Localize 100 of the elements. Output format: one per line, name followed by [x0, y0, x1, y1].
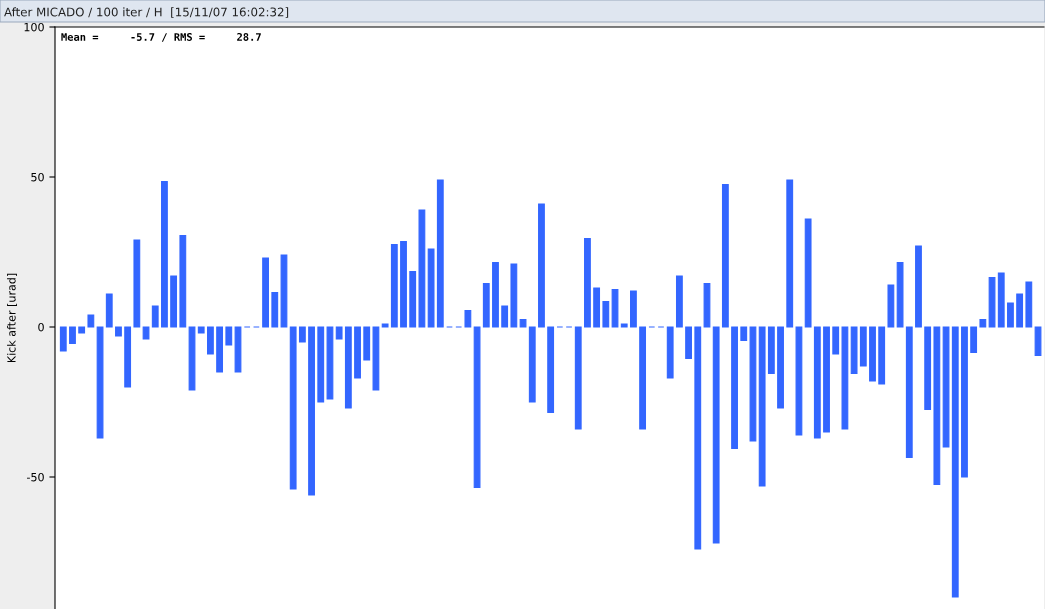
bar — [997, 272, 1005, 328]
bar — [979, 318, 987, 328]
bar — [528, 326, 536, 403]
bar — [878, 326, 886, 385]
y-tick-label: 100 — [24, 22, 44, 32]
bar — [464, 309, 472, 328]
bar — [225, 326, 233, 346]
bar — [179, 234, 187, 328]
bar — [666, 326, 674, 379]
bar — [905, 326, 913, 459]
bar — [289, 326, 297, 490]
bar — [427, 248, 435, 328]
bar — [69, 326, 76, 345]
bar — [712, 326, 720, 544]
bar — [869, 326, 876, 382]
bar — [372, 326, 380, 391]
bar — [694, 326, 702, 550]
bar — [933, 326, 941, 486]
bar — [620, 323, 628, 328]
bar — [859, 326, 867, 367]
bar — [519, 318, 527, 328]
bar — [1034, 326, 1042, 357]
bar — [271, 291, 279, 328]
bar — [298, 326, 306, 343]
bar — [115, 326, 122, 337]
bar — [887, 284, 895, 328]
bar — [602, 300, 610, 328]
bar — [721, 183, 729, 328]
bar — [896, 261, 904, 328]
bar — [786, 179, 794, 328]
bar — [675, 275, 683, 328]
bar — [584, 237, 591, 328]
bar — [804, 218, 812, 328]
bar — [740, 326, 748, 342]
bar — [308, 326, 315, 496]
bar — [501, 305, 509, 328]
annotation: Mean = -5.7 / RMS = 28.7 — [61, 33, 261, 42]
bar — [216, 326, 224, 373]
bar — [758, 326, 766, 487]
bar — [823, 326, 830, 433]
bar — [161, 180, 168, 328]
bar — [795, 326, 803, 436]
bar — [78, 326, 86, 334]
bar — [988, 276, 996, 328]
y-axis-title: Kick after [urad] — [7, 273, 17, 363]
bar — [813, 326, 821, 439]
bar — [262, 257, 269, 328]
bar — [749, 326, 757, 442]
bar — [951, 326, 959, 598]
bar — [970, 326, 978, 354]
bar — [96, 326, 104, 439]
bar — [418, 209, 426, 328]
bar — [777, 326, 784, 409]
y-tick-label: 0 — [38, 322, 44, 332]
bar — [105, 293, 113, 328]
bar — [767, 326, 775, 375]
bar — [850, 326, 858, 375]
bar — [142, 326, 150, 340]
bar — [87, 314, 95, 328]
bar — [363, 326, 371, 361]
bar — [344, 326, 352, 409]
bar — [731, 326, 738, 450]
bar — [961, 326, 968, 478]
bar — [354, 326, 361, 379]
bar — [335, 326, 343, 340]
bar — [1007, 302, 1014, 328]
bar — [703, 282, 711, 328]
bar — [317, 326, 325, 403]
bar — [915, 245, 922, 328]
bar — [538, 203, 545, 328]
bar — [188, 326, 196, 391]
bar — [547, 326, 555, 414]
bar — [400, 240, 407, 328]
bar — [1016, 293, 1024, 328]
bar — [133, 239, 141, 328]
y-tick-label: 50 — [31, 172, 44, 182]
bar — [473, 326, 481, 489]
bar — [436, 179, 444, 328]
bar — [639, 326, 647, 430]
bar — [151, 305, 159, 328]
bar — [574, 326, 582, 430]
bar — [924, 326, 932, 411]
bar — [492, 261, 499, 328]
y-tick-label: -50 — [26, 472, 44, 482]
bar — [124, 326, 132, 388]
chart-title: After MICADO / 100 iter / H [15/11/07 16:02:32] — [4, 7, 289, 18]
bar — [170, 275, 178, 328]
bar — [197, 326, 205, 334]
bar — [1025, 281, 1033, 328]
bar — [234, 326, 242, 373]
bar — [841, 326, 849, 430]
bar — [280, 254, 288, 328]
bar — [326, 326, 334, 400]
bar — [832, 326, 840, 355]
bar — [390, 243, 398, 328]
bar — [381, 323, 389, 328]
bar — [482, 282, 490, 328]
bar — [942, 326, 950, 448]
bar — [409, 270, 417, 328]
bar — [685, 326, 692, 360]
